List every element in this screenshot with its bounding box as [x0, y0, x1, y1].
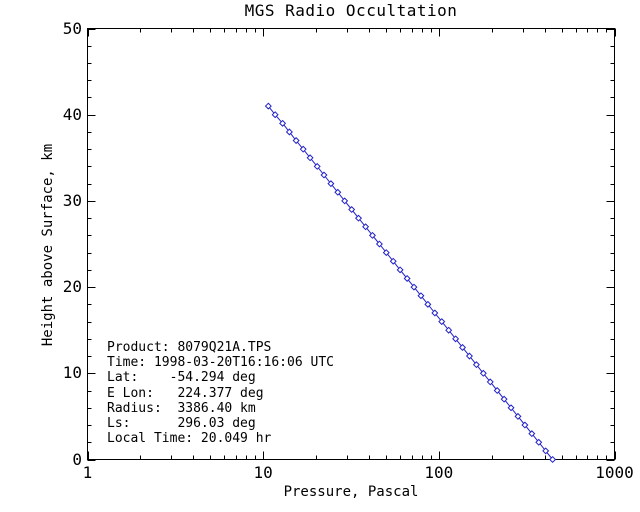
data-point-marker [348, 206, 356, 214]
y-tick-label: 20 [62, 277, 82, 297]
data-point-marker [472, 361, 480, 369]
data-point-marker [355, 214, 363, 222]
annotation-line: Product: 8079Q21A.TPS [107, 340, 272, 355]
y-tick-label: 30 [62, 190, 82, 210]
data-point-marker [403, 274, 411, 282]
data-point-marker [327, 180, 335, 188]
data-point-marker [334, 188, 342, 196]
data-point-marker [279, 119, 287, 127]
data-point-marker [320, 171, 328, 179]
data-point-marker [424, 300, 432, 308]
y-axis-label: Height above Surface, km [40, 143, 56, 347]
data-point-marker [368, 231, 376, 239]
data-point-marker [417, 292, 425, 300]
data-point-marker [445, 326, 453, 334]
plot-title: MGS Radio Occultation [244, 1, 458, 20]
annotation-line: Ls: 296.03 deg [107, 416, 256, 432]
y-tick-label: 50 [62, 18, 82, 38]
data-point-marker [271, 111, 279, 119]
annotation-line: Time: 1998-03-20T16:16:06 UTC [107, 355, 334, 371]
annotation-line: E Lon: 224.377 deg [107, 385, 264, 401]
data-point-marker [389, 257, 397, 265]
annotation-block: Product: 8079Q21A.TPS Time: 1998-03-20T16… [107, 340, 334, 446]
data-point-marker [549, 455, 557, 464]
data-point-marker [452, 335, 460, 343]
data-point-marker [375, 240, 383, 248]
x-tick-label: 10 [253, 463, 273, 482]
data-point-marker [431, 309, 439, 317]
data-point-marker [514, 412, 522, 420]
data-point-marker [382, 249, 390, 257]
data-point-marker [486, 378, 494, 386]
data-point-marker [396, 266, 404, 274]
y-tick-label: 0 [72, 449, 82, 469]
data-point-marker [306, 154, 314, 162]
data-point-marker [264, 102, 272, 110]
x-tick-label: 1000 [595, 463, 634, 482]
data-point-marker [507, 404, 515, 412]
data-point-marker [299, 145, 307, 153]
data-point-marker [410, 283, 418, 291]
data-point-marker [438, 318, 446, 326]
data-point-marker [341, 197, 349, 205]
data-point-marker [535, 438, 543, 446]
annotation-line: Lat: -54.294 deg [107, 370, 256, 386]
plot-frame [87, 28, 615, 460]
x-axis-label: Pressure, Pascal [283, 484, 419, 500]
data-point-marker [292, 137, 300, 145]
data-point-marker [479, 369, 487, 377]
data-point-marker [493, 387, 501, 395]
data-point-marker [285, 128, 293, 136]
x-tick-label: 1 [82, 463, 93, 482]
annotation-line: Local Time: 20.049 hr [107, 431, 272, 447]
data-point-marker [521, 421, 529, 429]
data-point-marker [362, 223, 370, 231]
y-tick-label: 10 [62, 363, 82, 383]
data-point-marker [313, 162, 321, 170]
y-tick-label: 40 [62, 104, 82, 124]
data-point-marker [465, 352, 473, 360]
data-point-marker [542, 447, 550, 455]
x-tick-label: 100 [424, 463, 454, 482]
annotation-line: Radius: 3386.40 km [107, 400, 256, 416]
data-point-marker [459, 343, 467, 351]
data-point-marker [500, 395, 508, 403]
data-point-marker [528, 430, 536, 438]
